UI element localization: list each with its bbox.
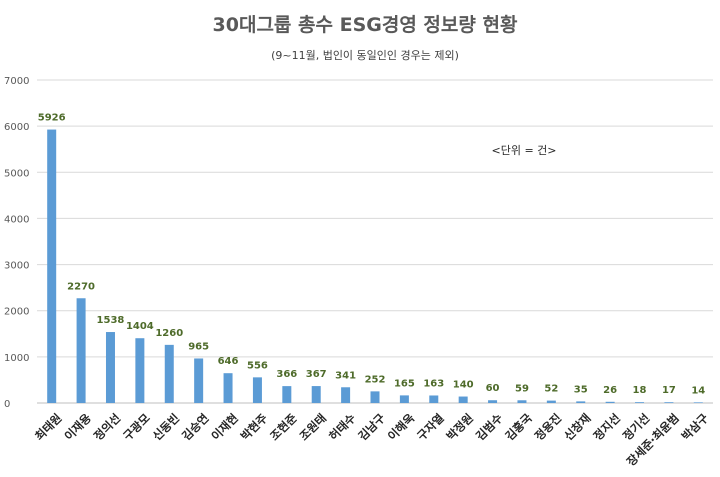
data-label: 5926: [38, 113, 66, 124]
y-tick-label: 1000: [4, 353, 29, 364]
data-label: 341: [335, 370, 356, 381]
bar-허태수: [341, 387, 351, 403]
unit-annotation: <단위 = 건>: [491, 144, 556, 157]
data-label: 140: [453, 380, 474, 391]
bar-김승연: [194, 358, 204, 403]
x-tick-label: 최태원: [32, 411, 64, 443]
x-tick-label: 정용진: [532, 411, 564, 443]
bar-김남구: [370, 391, 380, 403]
y-tick-label: 5000: [4, 168, 29, 179]
bar-신동빈: [164, 344, 174, 403]
y-tick-label: 0: [4, 399, 10, 410]
data-label: 35: [574, 384, 588, 395]
bar-김범수: [488, 400, 498, 403]
data-label: 1404: [126, 321, 154, 332]
bar-구광모: [135, 338, 145, 403]
x-tick-label: 박정원: [444, 411, 476, 443]
data-label: 1260: [155, 328, 183, 339]
x-tick-label: 구자열: [414, 411, 446, 443]
bar-박현주: [252, 377, 262, 403]
x-tick-label: 김홍국: [502, 411, 535, 444]
bar-구자열: [429, 395, 439, 403]
data-label: 60: [486, 383, 500, 394]
x-tick-label: 김남구: [355, 411, 388, 444]
data-label: 2270: [67, 281, 95, 292]
bar-박정원: [458, 396, 468, 403]
data-label: 367: [306, 369, 327, 380]
bar-최태원: [47, 129, 57, 403]
bar-이해욱: [399, 395, 409, 403]
x-tick-label: 신창재: [561, 411, 593, 443]
x-tick-label: 정지선: [591, 411, 623, 443]
data-label: 17: [662, 385, 676, 396]
x-tick-label: 정의선: [91, 411, 123, 443]
x-tick-label: 구광모: [120, 411, 153, 444]
data-label: 965: [188, 341, 209, 352]
data-label: 59: [515, 383, 529, 394]
bar-정의선: [105, 332, 115, 403]
bar-정기선: [635, 402, 645, 403]
bar-이재현: [223, 373, 233, 403]
x-tick-label: 조현준: [267, 411, 300, 444]
data-label: 26: [603, 385, 617, 396]
bar-정지선: [605, 401, 615, 403]
bar-김홍국: [517, 400, 527, 403]
data-label: 18: [633, 385, 647, 396]
data-label: 1538: [97, 315, 125, 326]
x-tick-label: 조원태: [297, 411, 329, 443]
x-tick-label: 이재현: [209, 411, 241, 443]
chart-subtitle: (9~11월, 법인이 동일인인 경우는 제외): [271, 48, 459, 62]
data-label: 165: [394, 378, 415, 389]
data-label: 14: [691, 385, 705, 396]
x-tick-label: 박현주: [238, 411, 271, 444]
y-tick-label: 3000: [4, 261, 29, 272]
y-tick-label: 4000: [4, 214, 29, 225]
data-label: 646: [218, 356, 239, 367]
x-tick-label: 이해욱: [385, 411, 418, 444]
bar-정용진: [546, 400, 556, 403]
bar-이재용: [76, 298, 86, 403]
y-tick-label: 6000: [4, 122, 29, 133]
x-tick-label: 김승연: [179, 411, 211, 443]
bar-장세준·최윤범: [664, 402, 674, 403]
x-tick-label: 이재용: [62, 411, 95, 444]
bar-박삼구: [693, 402, 703, 403]
x-tick-label: 김범수: [473, 411, 506, 444]
data-label: 366: [276, 369, 297, 380]
data-label: 163: [423, 378, 444, 389]
x-tick-label: 허태수: [326, 411, 359, 444]
data-label: 52: [544, 384, 558, 395]
x-tick-label: 신동빈: [150, 411, 182, 443]
bar-조원태: [311, 386, 321, 403]
y-tick-label: 2000: [4, 307, 29, 318]
data-label: 252: [365, 374, 386, 385]
data-label: 556: [247, 360, 268, 371]
bar-조현준: [282, 386, 292, 403]
y-tick-label: 7000: [4, 76, 29, 87]
x-tick-label: 박삼구: [679, 411, 712, 444]
chart-title: 30대그룹 총수 ESG경영 정보량 현황: [213, 13, 518, 36]
bar-신창재: [576, 401, 586, 403]
